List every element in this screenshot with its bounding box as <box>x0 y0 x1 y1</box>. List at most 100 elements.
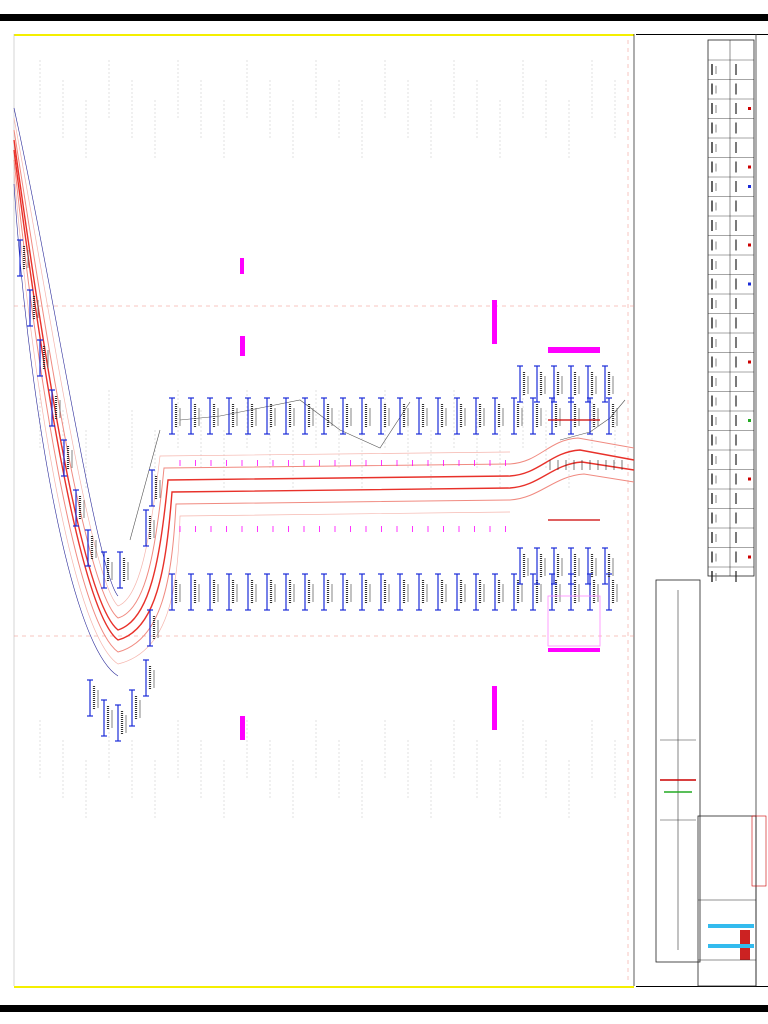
cross-section-top <box>378 397 390 435</box>
cross-section-top <box>454 397 466 435</box>
faint-annotation-lines <box>39 60 616 820</box>
curve-boundary-inner <box>13 107 119 597</box>
magenta-bar-bottom <box>548 648 600 652</box>
cross-section-top <box>530 397 542 435</box>
frame-top-border <box>0 14 768 21</box>
cross-section-top <box>397 397 409 435</box>
magenta-mark-4 <box>240 716 245 740</box>
cross-section-curve <box>49 389 61 427</box>
cross-section-bottom <box>606 573 618 611</box>
cross-section-bottom <box>534 547 546 585</box>
cross-section-bottom <box>207 573 219 611</box>
cross-section-curve <box>27 289 39 327</box>
cross-section-top <box>587 397 599 435</box>
title-block <box>697 815 767 987</box>
road-edge-outer-b <box>13 171 511 665</box>
cross-section-bottom <box>435 573 447 611</box>
curve-boundary-outer <box>13 183 119 677</box>
cross-section-bottom <box>568 547 580 585</box>
cross-sections-top <box>169 365 618 435</box>
cross-section-top <box>517 365 529 403</box>
magenta-bar-top <box>548 347 600 353</box>
road-station-ticks <box>179 460 623 532</box>
cross-section-bottom <box>264 573 276 611</box>
yellow-border-bottom <box>14 986 634 988</box>
magenta-mark-1 <box>240 258 244 274</box>
legend-color-swatch <box>748 555 751 559</box>
legend-color-swatch <box>748 282 751 286</box>
cross-section-bottom <box>517 547 529 585</box>
cross-section-curve <box>143 659 155 697</box>
road-centerline-a <box>13 139 635 631</box>
cross-section-top <box>264 397 276 435</box>
cross-section-bottom <box>188 573 200 611</box>
cross-section-curve <box>73 489 85 527</box>
legend-color-swatch <box>748 419 751 422</box>
magenta-mark-2 <box>240 336 245 356</box>
cross-section-top <box>340 397 352 435</box>
cross-section-top <box>207 397 219 435</box>
legend-color-swatch <box>748 243 751 247</box>
cross-section-curve <box>149 469 161 507</box>
terrain-profile-curve <box>129 429 161 541</box>
cross-section-curve <box>101 699 113 737</box>
terrain-profile-top <box>179 399 411 449</box>
cross-section-curve <box>117 551 129 589</box>
yellow-border-top <box>14 34 634 36</box>
cross-section-curve <box>87 679 99 717</box>
cross-section-top <box>585 365 597 403</box>
detail-inset-frame <box>655 579 701 963</box>
cross-section-top <box>302 397 314 435</box>
magenta-note-box <box>547 595 601 647</box>
cross-section-bottom <box>245 573 257 611</box>
magenta-annotations <box>240 258 601 740</box>
cross-section-bottom <box>587 573 599 611</box>
legend-table <box>707 39 755 582</box>
cross-section-bottom <box>530 573 542 611</box>
cross-sections-curve <box>17 239 161 742</box>
cross-section-bottom <box>359 573 371 611</box>
cross-section-bottom <box>302 573 314 611</box>
cross-section-curve <box>17 239 29 277</box>
cross-section-top <box>568 365 580 403</box>
cross-section-curve <box>61 439 73 477</box>
cross-section-top <box>492 397 504 435</box>
cross-section-bottom <box>340 573 352 611</box>
cross-section-top <box>551 365 563 403</box>
cross-section-top <box>473 397 485 435</box>
title-cyan-bar-2 <box>708 944 754 948</box>
legend-color-swatch <box>748 360 751 364</box>
cross-section-bottom <box>602 547 614 585</box>
legend-color-swatch <box>748 107 751 110</box>
cross-section-top <box>169 397 181 435</box>
cross-sections-bottom <box>169 547 618 611</box>
cross-section-top <box>321 397 333 435</box>
cross-section-curve <box>129 689 141 727</box>
cross-section-bottom <box>473 573 485 611</box>
cross-section-bottom <box>416 573 428 611</box>
title-cyan-bar-1 <box>708 924 754 928</box>
cross-section-top <box>416 397 428 435</box>
title-red-frame <box>751 815 767 887</box>
cross-section-curve <box>143 509 155 547</box>
cross-section-top <box>549 397 561 435</box>
cross-section-top <box>602 365 614 403</box>
cross-section-top <box>283 397 295 435</box>
cross-section-curve <box>37 339 49 377</box>
frame-bottom-border <box>0 1005 768 1012</box>
cross-section-top <box>245 397 257 435</box>
cross-section-top <box>534 365 546 403</box>
legend-color-swatch <box>748 477 751 481</box>
road-edge-b <box>13 129 635 619</box>
cross-section-curve <box>147 609 159 647</box>
magenta-mark-3 <box>492 300 497 344</box>
cross-section-top <box>359 397 371 435</box>
cross-section-top <box>188 397 200 435</box>
cross-section-top <box>568 397 580 435</box>
cross-section-curve <box>115 704 127 742</box>
cross-section-bottom <box>321 573 333 611</box>
cross-section-bottom <box>585 547 597 585</box>
title-frame-bottom <box>636 986 768 987</box>
